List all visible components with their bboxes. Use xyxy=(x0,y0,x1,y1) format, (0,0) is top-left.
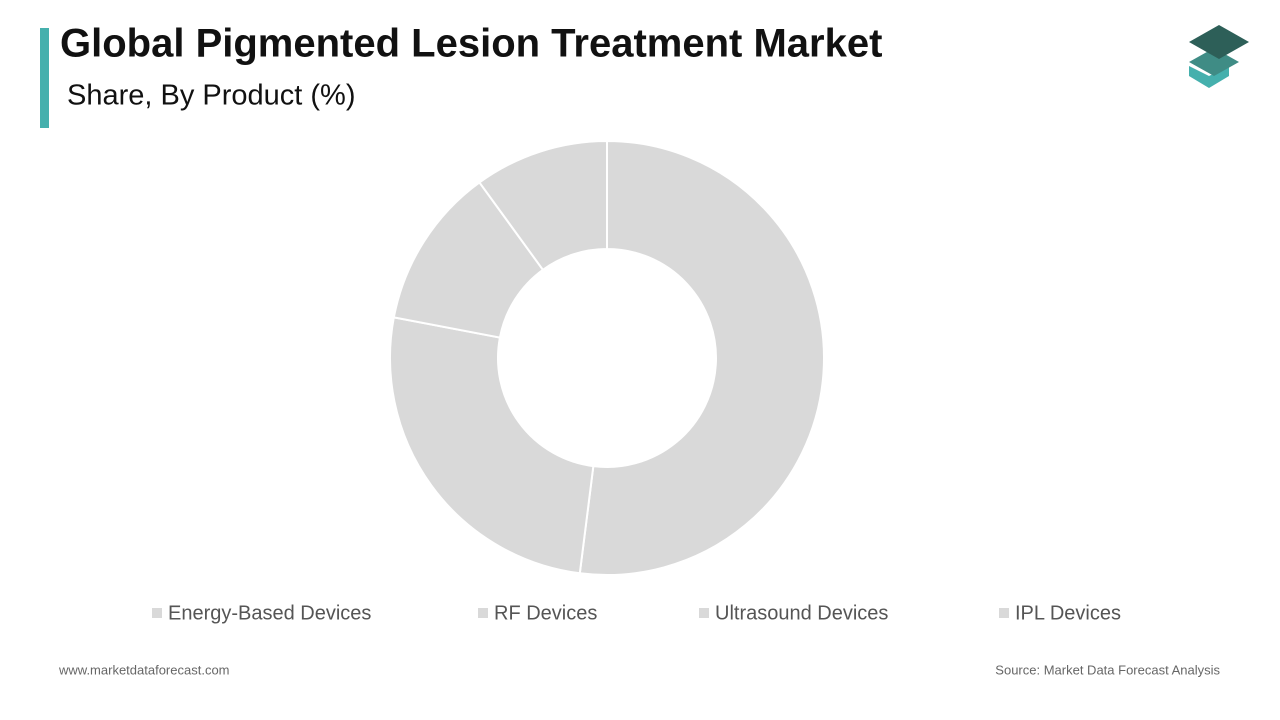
logo xyxy=(1189,25,1249,88)
donut-slice xyxy=(578,139,825,576)
legend-label: Ultrasound Devices xyxy=(715,602,888,624)
legend-swatch xyxy=(152,608,162,618)
footer-right: Source: Market Data Forecast Analysis xyxy=(995,662,1220,677)
donut-slice xyxy=(389,316,595,575)
chart-subtitle: Share, By Product (%) xyxy=(67,80,356,112)
legend-swatch xyxy=(699,608,709,618)
legend-label: RF Devices xyxy=(494,602,597,624)
legend-swatch xyxy=(999,608,1009,618)
donut-slice xyxy=(478,139,608,272)
legend-swatch xyxy=(478,608,488,618)
title-accent xyxy=(40,28,49,128)
legend-label: Energy-Based Devices xyxy=(168,602,371,624)
legend-label: IPL Devices xyxy=(1015,602,1121,624)
chart-title: Global Pigmented Lesion Treatment Market xyxy=(60,22,882,66)
footer-left: www.marketdataforecast.com xyxy=(58,662,230,677)
